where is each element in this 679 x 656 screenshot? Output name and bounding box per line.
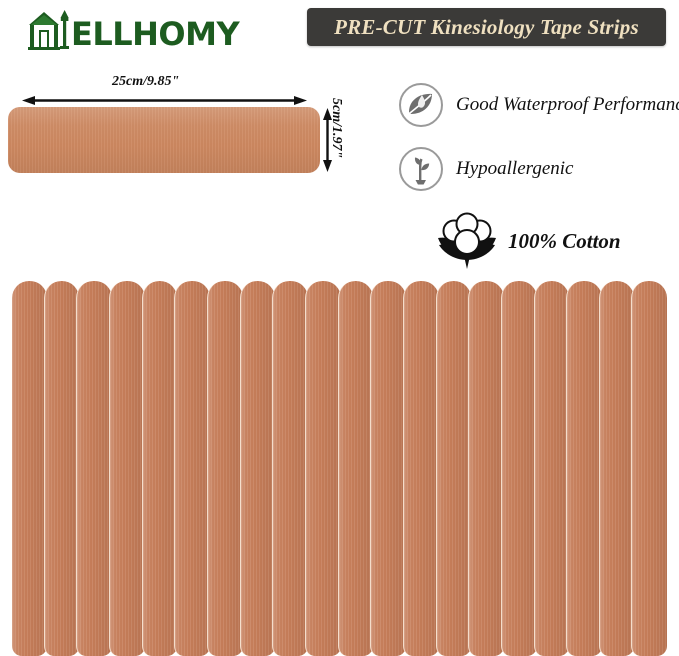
tape-strip — [598, 281, 635, 656]
tape-strip — [304, 281, 341, 656]
gazebo-house-lamp-icon — [28, 10, 69, 50]
double-arrow-vertical-icon — [323, 108, 332, 172]
tape-strip — [370, 281, 406, 656]
tape-strip — [239, 281, 276, 656]
waterproof-leaf-droplet-icon — [399, 83, 443, 127]
feature-waterproof: Good Waterproof Performance — [398, 82, 679, 128]
strip-pack-panel: 20 Strips Per Pack — [12, 281, 667, 656]
strip-row — [12, 281, 667, 656]
tape-strip — [402, 281, 439, 656]
tape-strip — [468, 281, 504, 656]
feature-cotton-label: 100% Cotton — [508, 228, 621, 253]
tape-strip — [174, 281, 210, 656]
tape-strip — [12, 281, 47, 656]
tape-strip — [76, 281, 112, 656]
tape-strip — [500, 281, 537, 656]
feature-waterproof-label: Good Waterproof Performance — [456, 94, 679, 115]
tape-strip — [566, 281, 602, 656]
tape-strip — [533, 281, 570, 656]
tape-strip — [206, 281, 243, 656]
tape-strip — [631, 281, 667, 656]
sample-strip-diagram: 25cm/9.85" 5cm/1.97" — [0, 72, 380, 200]
brand-logo: ELLHOMY — [26, 6, 240, 53]
headline-text: PRE-CUT Kinesiology Tape Strips — [334, 14, 639, 39]
double-arrow-horizontal-icon — [22, 96, 307, 105]
sprout-plant-icon — [399, 147, 443, 191]
feature-hypoallergenic: Hypoallergenic — [398, 146, 573, 192]
height-dimension-label: 5cm/1.97" — [329, 98, 344, 159]
headline-banner: PRE-CUT Kinesiology Tape Strips — [307, 8, 666, 46]
tape-strip — [272, 281, 308, 656]
brand-wordmark: ELLHOMY — [71, 15, 240, 53]
sample-tape-strip — [8, 107, 320, 173]
tape-strip — [141, 281, 178, 656]
tape-strip — [108, 281, 145, 656]
feature-hypoallergenic-label: Hypoallergenic — [456, 158, 574, 179]
tape-strip — [337, 281, 374, 656]
width-dimension-label: 25cm/9.85" — [112, 74, 180, 89]
tape-strip — [435, 281, 472, 656]
cotton-boll-icon — [438, 212, 496, 269]
tape-strip — [43, 281, 80, 656]
feature-cotton: 100% Cotton — [434, 212, 621, 270]
